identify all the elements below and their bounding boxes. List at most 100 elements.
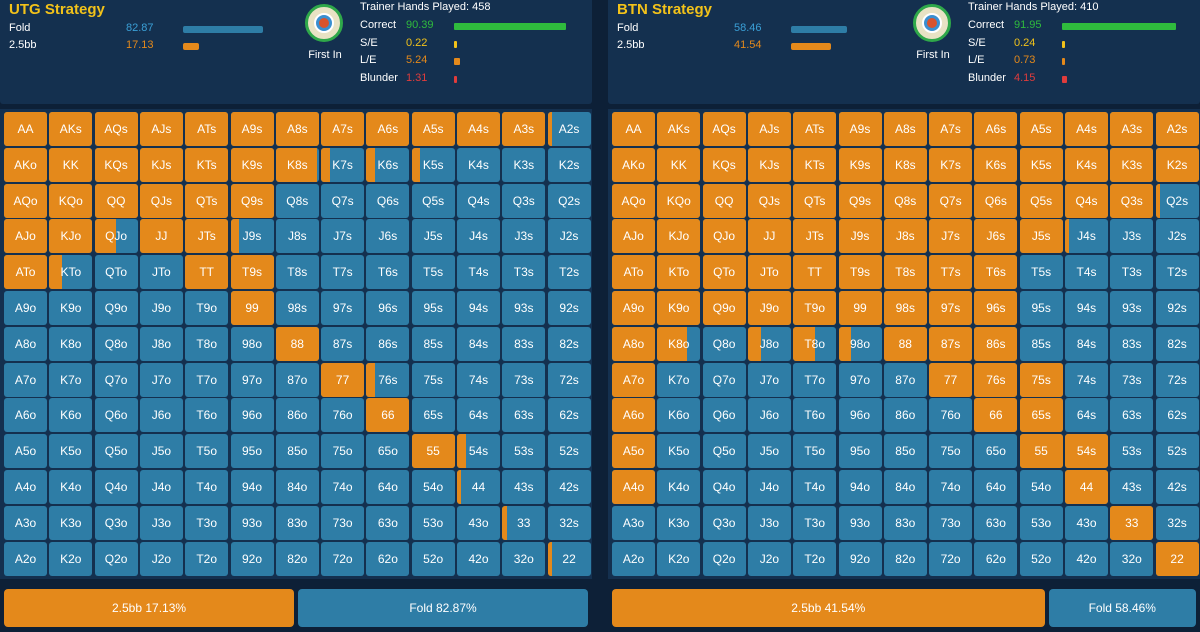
hand-cell[interactable]: Q7s [321, 183, 365, 218]
first-in-badge[interactable]: First In [905, 4, 961, 66]
hand-cell[interactable]: KJo [657, 219, 701, 254]
hand-cell[interactable]: 63o [366, 505, 410, 540]
hand-cell[interactable]: 96s [366, 291, 410, 325]
hand-cell[interactable]: KTs [793, 147, 837, 182]
hand-cell[interactable]: JJ [139, 219, 183, 254]
hand-cell[interactable]: K6o [49, 398, 93, 433]
hand-cell[interactable]: 64s [1065, 398, 1108, 433]
hand-cell[interactable]: K2s [547, 147, 591, 182]
hand-cell[interactable]: 87o [883, 362, 927, 397]
hand-cell[interactable]: QTo [94, 255, 138, 290]
hand-cell[interactable]: 63s [502, 398, 546, 433]
hand-cell[interactable]: J4s [457, 219, 500, 254]
hand-cell[interactable]: J4s [1065, 219, 1108, 254]
hand-cell[interactable]: KJo [49, 219, 93, 254]
hand-cell[interactable]: A5s [411, 112, 455, 146]
hand-cell[interactable]: JJ [747, 219, 791, 254]
hand-cell[interactable]: 82o [883, 541, 927, 576]
hand-cell[interactable]: KQo [49, 183, 93, 218]
fold-action-button[interactable]: Fold 58.46% [1048, 589, 1196, 627]
hand-cell[interactable]: 54s [457, 434, 500, 469]
hand-cell[interactable]: A8s [275, 112, 319, 146]
hand-cell[interactable]: A7o [4, 362, 47, 397]
hand-cell[interactable]: 52o [411, 541, 455, 576]
hand-cell[interactable]: K5o [49, 434, 93, 469]
hand-cell[interactable]: T8s [883, 255, 927, 290]
hand-cell[interactable]: K7o [657, 362, 701, 397]
hand-cell[interactable]: ATs [793, 112, 837, 146]
hand-cell[interactable]: TT [793, 255, 837, 290]
hand-cell[interactable]: 95s [1019, 291, 1063, 325]
hand-cell[interactable]: 32s [547, 505, 591, 540]
hand-cell[interactable]: K3o [657, 505, 701, 540]
hand-cell[interactable]: Q6o [702, 398, 746, 433]
hand-cell[interactable]: J7s [321, 219, 365, 254]
hand-cell[interactable]: T2o [793, 541, 837, 576]
hand-cell[interactable]: K9o [657, 291, 701, 325]
hand-cell[interactable]: A4s [457, 112, 500, 146]
hand-cell[interactable]: 53s [1110, 434, 1154, 469]
hand-cell[interactable]: 95s [411, 291, 455, 325]
hand-cell[interactable]: T9o [185, 291, 229, 325]
hand-cell[interactable]: 87s [321, 326, 365, 361]
hand-cell[interactable]: T7o [185, 362, 229, 397]
hand-cell[interactable]: 76o [929, 398, 973, 433]
hand-cell[interactable]: J8o [139, 326, 183, 361]
hand-cell[interactable]: ATs [185, 112, 229, 146]
hand-cell[interactable]: T2s [1155, 255, 1199, 290]
hand-cell[interactable]: T8o [793, 326, 837, 361]
hand-cell[interactable]: A9o [612, 291, 655, 325]
hand-cell[interactable]: Q6o [94, 398, 138, 433]
hand-cell[interactable]: K5s [1019, 147, 1063, 182]
hand-cell[interactable]: 66 [974, 398, 1018, 433]
hand-cell[interactable]: 96o [230, 398, 274, 433]
hand-cell[interactable]: A2s [1155, 112, 1199, 146]
hand-cell[interactable]: Q3s [502, 183, 546, 218]
hand-cell[interactable]: 44 [457, 470, 500, 504]
raise-action-button[interactable]: 2.5bb 41.54% [612, 589, 1045, 627]
hand-cell[interactable]: AJs [747, 112, 791, 146]
hand-cell[interactable]: AKs [657, 112, 701, 146]
hand-cell[interactable]: 72s [547, 362, 591, 397]
hand-cell[interactable]: 73o [929, 505, 973, 540]
hand-cell[interactable]: 66 [366, 398, 410, 433]
hand-cell[interactable]: K4o [49, 470, 93, 504]
hand-cell[interactable]: KTo [657, 255, 701, 290]
hand-cell[interactable]: J6s [366, 219, 410, 254]
hand-cell[interactable]: Q8s [883, 183, 927, 218]
hand-cell[interactable]: J4o [139, 470, 183, 504]
hand-cell[interactable]: 94s [457, 291, 500, 325]
hand-cell[interactable]: 95o [838, 434, 882, 469]
hand-cell[interactable]: T4o [793, 470, 837, 504]
hand-cell[interactable]: 64o [366, 470, 410, 504]
hand-cell[interactable]: 22 [1155, 541, 1199, 576]
hand-cell[interactable]: 99 [838, 291, 882, 325]
hand-cell[interactable]: T7s [321, 255, 365, 290]
hand-cell[interactable]: KQs [702, 147, 746, 182]
hand-cell[interactable]: 86s [974, 326, 1018, 361]
hand-cell[interactable]: T5o [793, 434, 837, 469]
hand-cell[interactable]: A6o [4, 398, 47, 433]
hand-cell[interactable]: KQs [94, 147, 138, 182]
hand-cell[interactable]: 99 [230, 291, 274, 325]
hand-cell[interactable]: 85o [883, 434, 927, 469]
hand-cell[interactable]: 44 [1065, 470, 1108, 504]
hand-cell[interactable]: J7o [139, 362, 183, 397]
hand-cell[interactable]: 86o [275, 398, 319, 433]
hand-cell[interactable]: Q5s [411, 183, 455, 218]
hand-cell[interactable]: J7o [747, 362, 791, 397]
hand-cell[interactable]: QTs [793, 183, 837, 218]
hand-cell[interactable]: 76o [321, 398, 365, 433]
hand-cell[interactable]: Q3o [702, 505, 746, 540]
hand-cell[interactable]: QTo [702, 255, 746, 290]
hand-cell[interactable]: 74s [457, 362, 500, 397]
hand-cell[interactable]: Q9s [838, 183, 882, 218]
hand-cell[interactable]: 82o [275, 541, 319, 576]
hand-cell[interactable]: A2o [4, 541, 47, 576]
hand-cell[interactable]: T9o [793, 291, 837, 325]
hand-cell[interactable]: T2o [185, 541, 229, 576]
hand-cell[interactable]: T9s [838, 255, 882, 290]
hand-cell[interactable]: AKs [49, 112, 93, 146]
hand-cell[interactable]: K2o [657, 541, 701, 576]
hand-cell[interactable]: Q8o [94, 326, 138, 361]
